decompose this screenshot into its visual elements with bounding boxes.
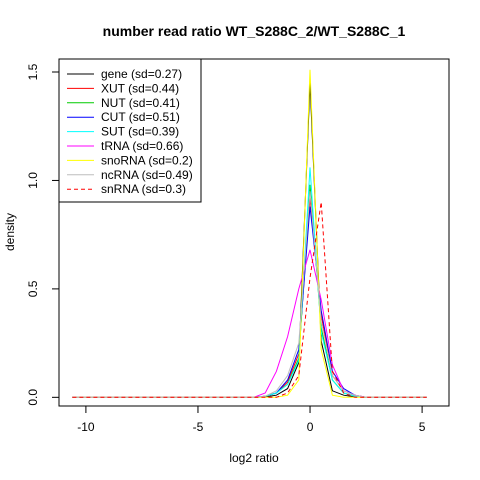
legend-entry-label: XUT (sd=0.44) xyxy=(101,81,179,95)
x-axis-label: log2 ratio xyxy=(229,451,279,465)
legend: gene (sd=0.27)XUT (sd=0.44)NUT (sd=0.41)… xyxy=(58,58,202,203)
y-axis-label: density xyxy=(3,213,17,251)
series-line-8 xyxy=(72,202,427,398)
x-tick-label: 5 xyxy=(419,420,426,434)
chart-title: number read ratio WT_S288C_2/WT_S288C_1 xyxy=(103,23,406,39)
legend-entry-label: snoRNA (sd=0.2) xyxy=(101,153,193,167)
legend-entry-label: snRNA (sd=0.3) xyxy=(101,182,186,196)
series-line-5 xyxy=(72,249,427,398)
y-tick-label: 0.0 xyxy=(26,389,40,406)
series-line-1 xyxy=(72,197,427,398)
series-layer xyxy=(72,69,427,398)
x-axis: -10 -5 0 5 xyxy=(77,405,426,434)
x-tick-label: 0 xyxy=(307,420,314,434)
y-axis: 0.0 0.5 1.0 1.5 xyxy=(26,63,60,406)
series-line-2 xyxy=(72,184,427,398)
legend-entry-label: gene (sd=0.27) xyxy=(101,67,182,81)
y-tick-label: 1.5 xyxy=(26,63,40,80)
series-line-3 xyxy=(72,206,427,398)
y-tick-label: 1.0 xyxy=(26,172,40,189)
x-tick-label: -10 xyxy=(77,420,95,434)
legend-box xyxy=(58,58,202,203)
legend-entry-label: ncRNA (sd=0.49) xyxy=(101,168,193,182)
legend-entry-label: CUT (sd=0.51) xyxy=(101,110,180,124)
series-line-7 xyxy=(72,191,427,398)
legend-entry-label: tRNA (sd=0.66) xyxy=(101,139,183,153)
x-tick-label: -5 xyxy=(193,420,204,434)
legend-entry-label: SUT (sd=0.39) xyxy=(101,125,179,139)
legend-entry-label: NUT (sd=0.41) xyxy=(101,96,180,110)
y-tick-label: 0.5 xyxy=(26,280,40,297)
